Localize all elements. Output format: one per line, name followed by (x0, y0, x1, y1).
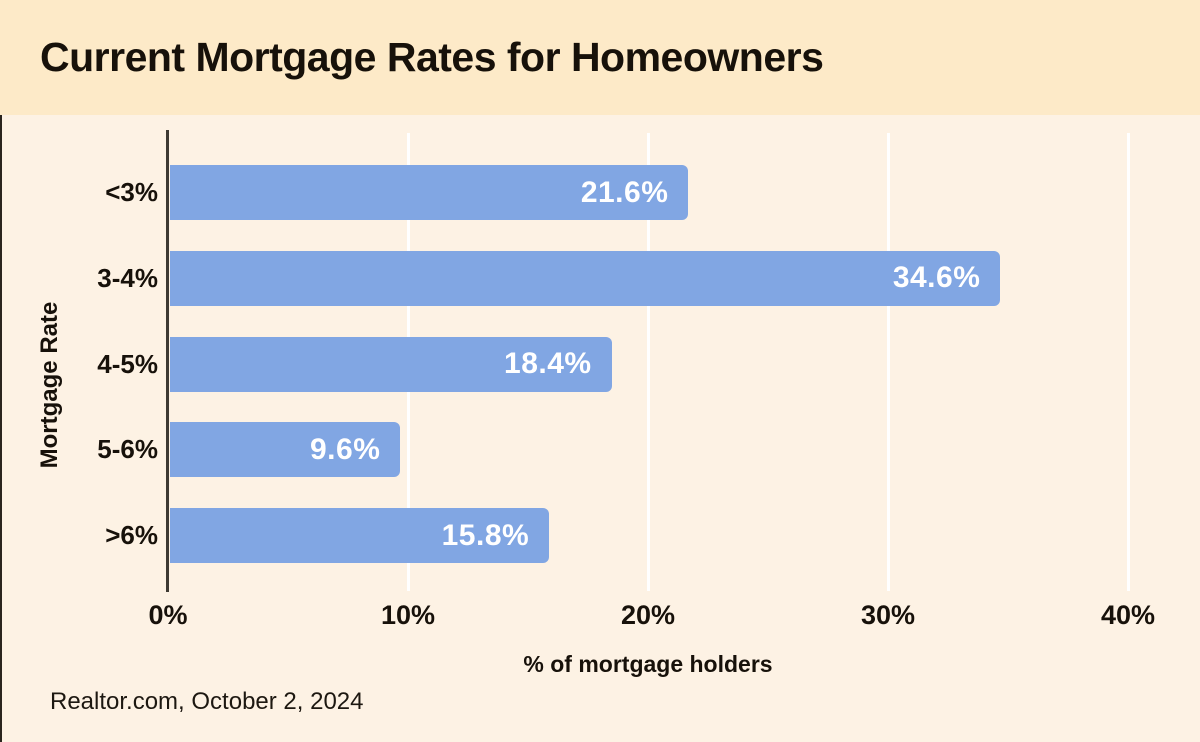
bar-value-label: 34.6% (892, 261, 981, 295)
x-axis-title: % of mortgage holders (523, 651, 773, 677)
bar-row: <3% 21.6% (105, 165, 1130, 220)
bar-rows: <3% 21.6% 3-4% 34.6% 4-5% 18.4% 5-6% 9.6% >6% 15.… (97, 165, 1130, 594)
x-tick-label: 30% (860, 600, 916, 630)
category-label: 3-4% (97, 262, 158, 293)
chart-panel: <3% 21.6% 3-4% 34.6% 4-5% 18.4% 5-6% 9.6% >6% 15.… (0, 115, 1200, 742)
bar-value-label: 9.6% (310, 432, 381, 466)
bar-row: 4-5% 18.4% (97, 336, 1130, 392)
gridline (886, 133, 890, 591)
bar-value-label: 15.8% (441, 518, 530, 552)
header-band: Current Mortgage Rates for Homeowners (0, 0, 1200, 115)
bar: 15.8% (170, 508, 550, 564)
x-tick-label: 20% (620, 600, 676, 630)
bar-row: 3-4% 34.6% (97, 250, 1130, 306)
bar-row: >6% 15.8% (105, 508, 1130, 564)
page-title: Current Mortgage Rates for Homeowners (40, 34, 824, 80)
x-tick-label: 10% (380, 600, 436, 630)
x-tick-row: 0% 10% 20% 30% 40% (148, 600, 1155, 634)
category-label: >6% (105, 520, 158, 551)
category-label: <3% (105, 177, 158, 207)
category-label: 5-6% (97, 434, 158, 465)
y-axis-title: Mortgage Rate (36, 301, 63, 469)
bar-value-label: 21.6% (580, 175, 669, 209)
source-text: Realtor.com, October 2, 2024 (50, 688, 364, 715)
bar-row: 5-6% 9.6% (97, 422, 1130, 478)
bar: 34.6% (170, 250, 1001, 306)
panel-left-edge (0, 115, 2, 742)
y-axis-line (166, 130, 169, 592)
bar-value-label: 18.4% (504, 347, 592, 381)
gridline (1126, 133, 1130, 591)
bar: 21.6% (170, 165, 689, 220)
x-tick-label: 40% (1100, 600, 1156, 630)
bar: 18.4% (170, 336, 612, 392)
bar: 9.6% (170, 422, 401, 478)
gridline (646, 133, 650, 591)
category-label: 4-5% (97, 348, 158, 379)
x-tick-label: 0% (148, 600, 188, 630)
